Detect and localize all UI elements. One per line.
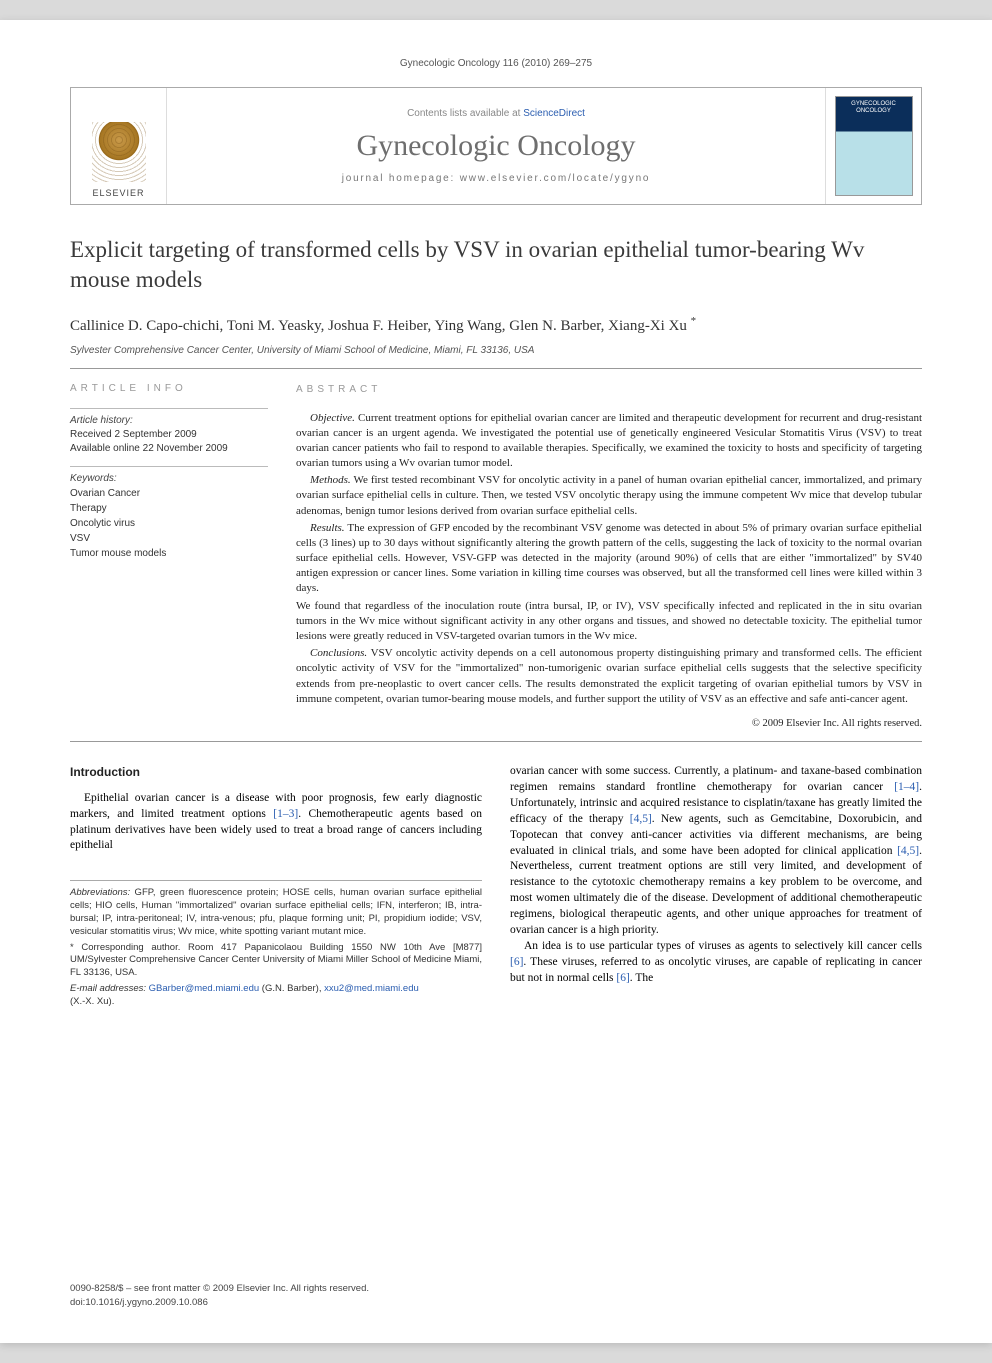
abstract-col: ABSTRACT Objective. Current treatment op… [296, 383, 922, 732]
objective-label: Objective. [310, 412, 355, 424]
article-title: Explicit targeting of transformed cells … [70, 235, 922, 295]
ref-link[interactable]: [4,5] [897, 845, 919, 857]
abstract-header: ABSTRACT [296, 383, 922, 397]
divider [70, 466, 268, 467]
intro-r1-t1: ovarian cancer with some success. Curren… [510, 765, 922, 793]
publisher-label: ELSEVIER [92, 188, 144, 198]
intro-r1-t4: . Nevertheless, current treatment option… [510, 845, 922, 936]
results-label: Results. [310, 522, 345, 534]
methods-text: We first tested recombinant VSV for onco… [296, 474, 922, 516]
elsevier-logo: ELSEVIER [83, 108, 155, 198]
results-text: The expression of GFP encoded by the rec… [296, 522, 922, 595]
keyword: VSV [70, 531, 268, 546]
abstract-results: Results. The expression of GFP encoded b… [296, 521, 922, 597]
divider [70, 368, 922, 369]
ref-link[interactable]: [6] [616, 972, 629, 984]
doi-line: doi:10.1016/j.ygyno.2009.10.086 [70, 1296, 369, 1309]
author-list: Callinice D. Capo-chichi, Toni M. Yeasky… [70, 315, 922, 335]
footnotes: Abbreviations: GFP, green fluorescence p… [70, 880, 482, 1008]
authors-text: Callinice D. Capo-chichi, Toni M. Yeasky… [70, 318, 691, 334]
conclusions-text: VSV oncolytic activity depends on a cell… [296, 647, 922, 705]
sciencedirect-link[interactable]: ScienceDirect [523, 108, 585, 119]
page-container: Gynecologic Oncology 116 (2010) 269–275 … [0, 20, 992, 1343]
ref-link[interactable]: [4,5] [630, 813, 652, 825]
objective-text: Current treatment options for epithelial… [296, 412, 922, 470]
email-label: E-mail addresses: [70, 983, 146, 994]
journal-cover-thumb: GYNECOLOGIC ONCOLOGY [835, 96, 913, 196]
abbrev-label: Abbreviations: [70, 887, 130, 898]
intro-r2-t2: . These viruses, referred to as oncolyti… [510, 956, 922, 984]
copyright-line: © 2009 Elsevier Inc. All rights reserved… [296, 717, 922, 731]
homepage-prefix: journal homepage: [342, 173, 460, 184]
left-column: Introduction Epithelial ovarian cancer i… [70, 764, 482, 1011]
ref-link[interactable]: [1–3] [273, 808, 298, 820]
info-abstract-row: ARTICLE INFO Article history: Received 2… [70, 383, 922, 732]
abbrev-text: GFP, green fluorescence protein; HOSE ce… [70, 887, 482, 936]
ref-link[interactable]: [6] [510, 956, 523, 968]
intro-left-para: Epithelial ovarian cancer is a disease w… [70, 791, 482, 854]
methods-label: Methods. [310, 474, 351, 486]
divider [70, 408, 268, 409]
intro-right-para-2: An idea is to use particular types of vi… [510, 939, 922, 987]
conclusions-label: Conclusions. [310, 647, 367, 659]
email-link-2[interactable]: xxu2@med.miami.edu [324, 983, 419, 994]
email-link-1[interactable]: GBarber@med.miami.edu [149, 983, 260, 994]
sd-prefix: Contents lists available at [407, 108, 523, 119]
abbreviations: Abbreviations: GFP, green fluorescence p… [70, 887, 482, 938]
journal-cover-container: GYNECOLOGIC ONCOLOGY [825, 88, 921, 204]
corresponding-mark: * [691, 315, 697, 327]
corresponding-author: * Corresponding author. Room 417 Papanic… [70, 942, 482, 980]
abstract-conclusions: Conclusions. VSV oncolytic activity depe… [296, 646, 922, 707]
intro-r2-t1: An idea is to use particular types of vi… [524, 940, 922, 952]
online-date: Available online 22 November 2009 [70, 442, 268, 456]
email-addresses: E-mail addresses: GBarber@med.miami.edu … [70, 983, 482, 1009]
running-header: Gynecologic Oncology 116 (2010) 269–275 [70, 58, 922, 69]
intro-r2-t3: . The [630, 972, 653, 984]
sciencedirect-line: Contents lists available at ScienceDirec… [407, 108, 585, 119]
keyword: Tumor mouse models [70, 546, 268, 561]
received-date: Received 2 September 2009 [70, 428, 268, 442]
masthead-center: Contents lists available at ScienceDirec… [167, 88, 825, 204]
journal-name: Gynecologic Oncology [356, 129, 635, 163]
abstract-methods: Methods. We first tested recombinant VSV… [296, 473, 922, 519]
keywords-label: Keywords: [70, 473, 268, 484]
page-bottom: 0090-8258/$ – see front matter © 2009 El… [70, 1282, 369, 1309]
right-column: ovarian cancer with some success. Curren… [510, 764, 922, 1011]
front-matter-line: 0090-8258/$ – see front matter © 2009 El… [70, 1282, 369, 1295]
intro-heading: Introduction [70, 764, 482, 781]
publisher-logo-container: ELSEVIER [71, 88, 167, 204]
elsevier-tree-icon [92, 122, 146, 182]
cover-title: GYNECOLOGIC ONCOLOGY [836, 101, 912, 114]
journal-masthead: ELSEVIER Contents lists available at Sci… [70, 87, 922, 205]
ref-link[interactable]: [1–4] [894, 781, 919, 793]
keywords-list: Ovarian Cancer Therapy Oncolytic virus V… [70, 486, 268, 561]
article-info-header: ARTICLE INFO [70, 383, 268, 394]
body-columns: Introduction Epithelial ovarian cancer i… [70, 764, 922, 1011]
homepage-url[interactable]: www.elsevier.com/locate/ygyno [460, 173, 651, 184]
email-attr-2: (X.-X. Xu). [70, 996, 114, 1007]
corr-label: * Corresponding author. [70, 942, 180, 953]
intro-right-para-1: ovarian cancer with some success. Curren… [510, 764, 922, 938]
keyword: Ovarian Cancer [70, 486, 268, 501]
divider [70, 741, 922, 742]
keyword: Therapy [70, 501, 268, 516]
abstract-results-2: We found that regardless of the inoculat… [296, 599, 922, 645]
article-info-col: ARTICLE INFO Article history: Received 2… [70, 383, 268, 732]
abstract-objective: Objective. Current treatment options for… [296, 411, 922, 472]
journal-homepage: journal homepage: www.elsevier.com/locat… [342, 173, 651, 184]
keyword: Oncolytic virus [70, 516, 268, 531]
email-attr-1: (G.N. Barber), [259, 983, 324, 994]
history-label: Article history: [70, 415, 268, 426]
affiliation: Sylvester Comprehensive Cancer Center, U… [70, 345, 922, 356]
